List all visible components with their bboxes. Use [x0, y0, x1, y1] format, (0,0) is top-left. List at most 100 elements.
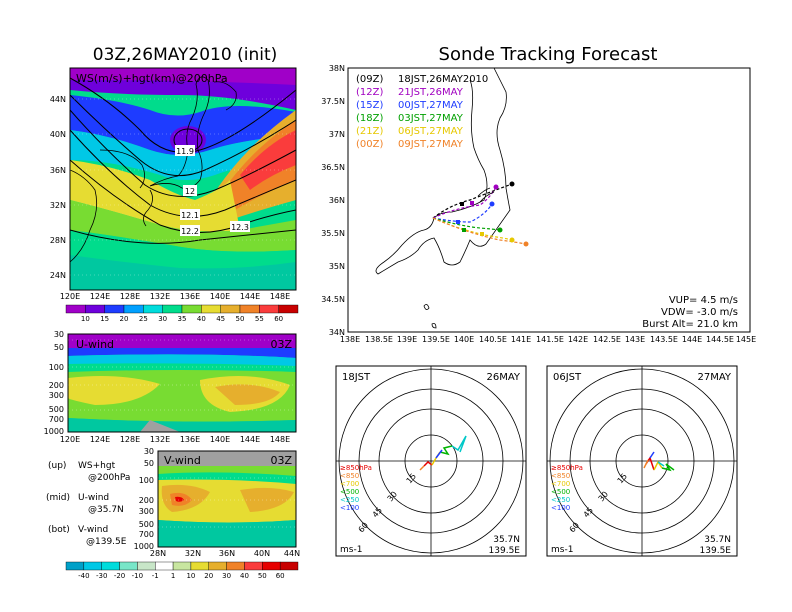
p-tick: 200	[49, 381, 64, 390]
level-label: <850	[340, 472, 359, 480]
colorbar-swatch	[123, 304, 144, 314]
lat-tick: 24N	[50, 271, 66, 280]
level-label: ≥850hPa	[340, 464, 372, 472]
legend-key: (mid)	[46, 493, 70, 503]
lon-tick: 140E	[210, 435, 230, 444]
lon-tick: 141.5E	[536, 335, 564, 344]
lat-tick: 28N	[150, 549, 166, 558]
v-colorbar: -40 -30 -20 -10 -1 1 10 20 30 40 50 60	[65, 561, 299, 580]
launch-time: 00JST,27MAY	[398, 100, 464, 111]
colorbar-tick: 60	[274, 315, 283, 323]
lon-tick: 140E	[454, 335, 474, 344]
uwind-p-ticks: 30 50 100 200 300 500 700 1000	[44, 330, 64, 436]
lon-tick: 124E	[90, 292, 110, 301]
p-tick: 100	[49, 363, 64, 372]
lon-tick: 144.5E	[706, 335, 734, 344]
uwind-lon-ticks: 120E 124E 128E 132E 136E 140E 144E 148E	[60, 435, 290, 444]
colorbar-swatch	[181, 304, 202, 314]
p-tick: 700	[49, 415, 64, 424]
lon-tick: 143.5E	[650, 335, 678, 344]
track-lat-ticks: 38N 37.5N 37N 36.5N 36N 35.5N 35N 34.5N …	[321, 64, 345, 337]
colorbar-tick: -30	[96, 572, 107, 580]
colorbar-tick: 50	[236, 315, 245, 323]
lon-tick: 139E	[397, 335, 417, 344]
colorbar-tick: 20	[204, 572, 213, 580]
colorbar-tick: 1	[171, 572, 175, 580]
p-tick: 100	[139, 476, 154, 485]
lat-tick: 32N	[185, 549, 201, 558]
p-tick: 200	[139, 496, 154, 505]
colorbar-tick: 45	[216, 315, 225, 323]
colorbar-tick: -10	[132, 572, 143, 580]
contour-label: 12.1	[181, 211, 199, 220]
hodo-lon: 139.5E	[489, 546, 521, 556]
colorbar-swatch	[244, 561, 263, 571]
legend-desc: V-wind	[78, 525, 108, 535]
legend-key: (bot)	[48, 525, 70, 535]
colorbar-swatch	[190, 561, 209, 571]
p-tick: 1000	[134, 542, 154, 551]
right-title: Sonde Tracking Forecast	[439, 44, 658, 65]
colorbar-tick: 55	[255, 315, 264, 323]
hodo-trace	[419, 435, 467, 471]
launch-code: (15Z)	[356, 100, 383, 111]
ws-colorbar: 10 15 20 25 30 35 40 45 50 55 60	[65, 304, 299, 323]
contour-labels: 11.9 12 12.1 12.2 12.3	[175, 145, 250, 236]
level-label: ≥850hPa	[551, 464, 583, 472]
colorbar-swatch	[172, 561, 192, 571]
lat-tick: 37.5N	[321, 97, 345, 106]
colorbar-swatch	[226, 561, 245, 571]
uwind-time: 03Z	[270, 338, 292, 351]
colorbar-swatch	[65, 561, 85, 571]
ws-map-lat-ticks: 44N 40N 36N 32N 28N 24N	[50, 95, 66, 280]
legend-sub: @35.7N	[88, 505, 124, 515]
colorbar-tick: 30	[222, 572, 231, 580]
p-tick: 300	[49, 391, 64, 400]
param-burst: Burst Alt= 21.0 km	[642, 319, 738, 330]
p-tick: 30	[144, 447, 154, 456]
hodo-time: 18JST	[342, 372, 371, 383]
lat-tick: 35N	[329, 262, 345, 271]
contour-label: 12.3	[231, 223, 249, 232]
lon-tick: 142E	[568, 335, 588, 344]
lon-tick: 128E	[120, 292, 140, 301]
colorbar-tick: 10	[81, 315, 90, 323]
ws-map-label: WS(m/s)+hgt(km)@200hPa	[76, 72, 228, 85]
p-tick: 500	[139, 520, 154, 529]
legend-sub: @139.5E	[86, 537, 127, 547]
legend-key: (up)	[48, 461, 66, 471]
track-lon-ticks: 138E 138.5E 139E 139.5E 140E 140.5E 141E…	[340, 335, 756, 344]
uwind-panel	[68, 334, 296, 432]
colorbar-swatch	[155, 561, 174, 571]
level-label: <700	[551, 480, 570, 488]
lon-tick: 140E	[210, 292, 230, 301]
lat-tick: 35.5N	[321, 229, 345, 238]
colorbar-tick: 15	[100, 315, 109, 323]
lon-tick: 136E	[180, 435, 200, 444]
vwind-p-ticks: 30 50 100 200 300 500 700 1000	[134, 447, 154, 551]
p-tick: 500	[49, 405, 64, 414]
level-label: <500	[551, 488, 570, 496]
lat-tick: 40N	[50, 130, 66, 139]
launch-time: 09JST,27MAY	[398, 139, 464, 150]
p-tick: 30	[54, 330, 64, 339]
ws-map-lon-ticks: 120E 124E 128E 132E 136E 140E 144E 148E	[60, 292, 290, 301]
lat-tick: 36N	[50, 166, 66, 175]
colorbar-swatch	[85, 304, 105, 314]
lat-tick: 36.5N	[321, 163, 345, 172]
level-label: <100	[340, 504, 359, 512]
colorbar-swatch	[137, 561, 156, 571]
hodo-lat: 35.7N	[493, 535, 520, 545]
colorbar-tick: 30	[158, 315, 167, 323]
colorbar-tick: -20	[114, 572, 125, 580]
level-label: <700	[340, 480, 359, 488]
lat-tick: 44N	[50, 95, 66, 104]
lon-tick: 120E	[60, 435, 80, 444]
launch-time: 03JST,27MAY	[398, 113, 464, 124]
ws-map-panel	[70, 68, 296, 290]
level-label: <850	[551, 472, 570, 480]
lat-tick: 34N	[329, 328, 345, 337]
vwind-time: 03Z	[270, 454, 292, 467]
hodo-levels: ≥850hPa <850 <700 <500 <250 <100	[340, 464, 372, 512]
